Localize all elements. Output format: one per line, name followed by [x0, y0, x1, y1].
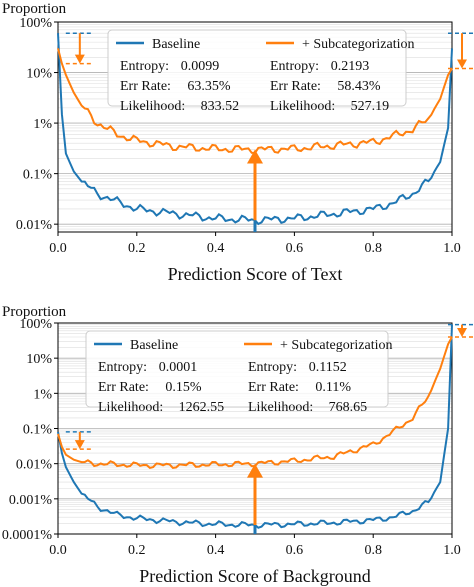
y-tick-label: 0.1% [23, 423, 53, 438]
legend-stat-label: Entropy: [120, 59, 169, 74]
legend-stat-value: 0.15% [165, 380, 202, 395]
arrow-head [457, 327, 467, 337]
x-axis-label: Prediction Score of Text [168, 264, 343, 284]
x-tick-label: 1.0 [443, 543, 461, 558]
legend-stat-value: 0.1152 [309, 360, 347, 375]
y-tick-label: 100% [19, 317, 52, 332]
y-tick-label: 0.01% [16, 218, 53, 233]
y-tick-label: 10% [26, 67, 52, 82]
legend-stat-label: Err Rate: [248, 380, 299, 395]
x-tick-label: 0.4 [207, 241, 225, 256]
series-line-baseline [57, 324, 453, 529]
x-tick-label: 0.6 [286, 543, 304, 558]
legend-stat-value: 833.52 [201, 99, 240, 114]
y-tick-label: 0.01% [16, 458, 53, 473]
x-tick-label: 0.0 [49, 543, 67, 558]
legend-stat-value: 0.0099 [181, 59, 220, 74]
arrow-head [74, 54, 85, 64]
legend-stat-value: 1262.55 [179, 400, 225, 415]
legend-stat-value: 0.0001 [159, 360, 198, 375]
x-tick-label: 0.0 [49, 241, 67, 256]
x-tick-label: 0.2 [128, 543, 146, 558]
chart-panel-1: 0.01% 0.1% 1% 10% 100% 0.0 0.2 0.4 0.6 0.8 1.0 Prop… [2, 1, 474, 284]
legend-box [107, 29, 407, 107]
x-tick-label: 0.8 [364, 241, 382, 256]
legend-stat-label: Likelihood: [120, 99, 185, 114]
y-tick-label: 100% [19, 16, 52, 31]
x-tick-label: 0.2 [128, 241, 146, 256]
x-tick-label: 0.8 [364, 543, 382, 558]
legend-stat-label: Entropy: [248, 360, 297, 375]
legend-stat-label: Entropy: [270, 59, 319, 74]
legend-stat-value: 63.35% [187, 79, 231, 94]
legend-stat-label: Err Rate: [120, 79, 171, 94]
legend-box [85, 330, 389, 408]
y-axis-label: Proportion [2, 304, 67, 320]
series-line-subcategorization [57, 336, 453, 469]
legend-stat-label: Err Rate: [270, 79, 321, 94]
legend-stat-label: Entropy: [98, 360, 147, 375]
arrow-head [247, 149, 263, 164]
y-tick-label: 0.1% [23, 168, 53, 183]
y-tick-label: 10% [26, 352, 52, 367]
legend-stat-label: Likelihood: [270, 99, 335, 114]
legend-stat-value: 0.11% [315, 380, 351, 395]
legend-stat-label: Likelihood: [248, 400, 313, 415]
legend-label: + Subcategorization [302, 37, 414, 52]
legend-label: Baseline [152, 37, 200, 52]
y-tick-label: 1% [33, 387, 52, 402]
series-line-baseline [57, 33, 453, 226]
legend-stat-label: Err Rate: [98, 380, 149, 395]
x-tick-label: 1.0 [443, 241, 461, 256]
y-tick-label: 0.001% [9, 493, 53, 508]
x-axis-label: Prediction Score of Background [139, 566, 370, 586]
legend-stat-label: Likelihood: [98, 400, 163, 415]
legend-label: + Subcategorization [280, 338, 392, 353]
legend-stat-value: 768.65 [329, 400, 368, 415]
series-line-subcategorization [57, 48, 453, 155]
arrow-head [457, 59, 467, 69]
y-tick-label: 1% [33, 117, 52, 132]
x-tick-label: 0.6 [286, 241, 304, 256]
x-tick-label: 0.4 [207, 543, 225, 558]
legend-label: Baseline [130, 338, 178, 353]
y-axis-label: Proportion [2, 1, 67, 17]
arrow-head [74, 440, 85, 450]
arrow-head [247, 463, 263, 478]
legend-stat-value: 527.19 [351, 99, 390, 114]
legend-stat-value: 0.2193 [331, 59, 370, 74]
chart-panel-2: 0.0001% 0.001% 0.01% 0.1% 1% 10% 100% 0.0 0.2 0.4… [2, 304, 474, 586]
legend-stat-value: 58.43% [337, 79, 381, 94]
y-tick-label: 0.0001% [2, 528, 53, 543]
